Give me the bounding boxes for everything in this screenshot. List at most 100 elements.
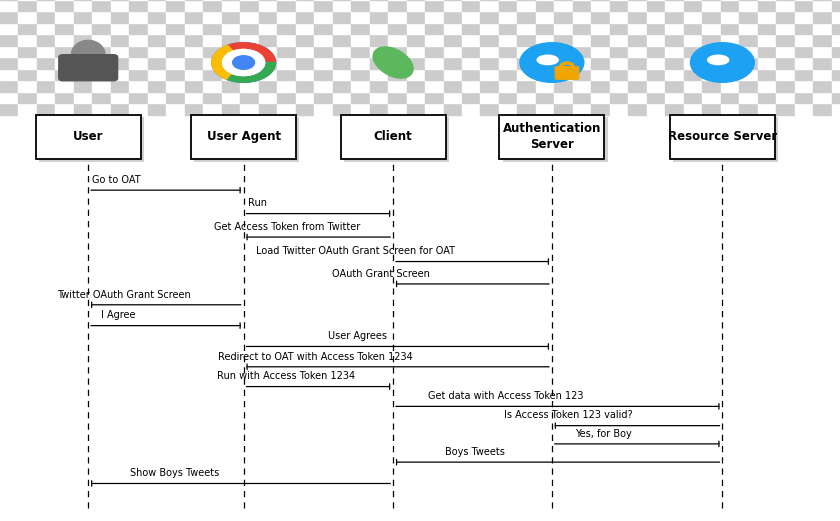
Bar xyxy=(832,103,840,115)
Bar xyxy=(776,11,795,23)
Bar xyxy=(665,34,684,46)
Bar xyxy=(92,11,111,23)
Bar xyxy=(721,69,739,80)
Bar xyxy=(610,34,628,46)
Bar xyxy=(148,69,166,80)
Bar xyxy=(166,80,185,92)
Bar xyxy=(277,69,296,80)
Bar xyxy=(795,11,813,23)
Bar xyxy=(314,80,333,92)
Bar xyxy=(55,11,74,23)
Bar xyxy=(665,69,684,80)
Bar xyxy=(111,92,129,103)
Bar xyxy=(554,34,573,46)
Bar xyxy=(665,103,684,115)
Bar xyxy=(739,0,758,11)
Bar xyxy=(148,0,166,11)
Bar xyxy=(739,80,758,92)
Ellipse shape xyxy=(71,41,105,69)
Bar xyxy=(18,69,37,80)
Bar xyxy=(259,103,277,115)
Bar xyxy=(370,57,388,69)
Bar xyxy=(148,80,166,92)
Bar xyxy=(111,69,129,80)
Bar xyxy=(684,11,702,23)
Bar xyxy=(185,103,203,115)
Bar xyxy=(610,23,628,34)
Bar xyxy=(813,57,832,69)
Bar xyxy=(388,103,407,115)
Bar xyxy=(739,34,758,46)
Bar xyxy=(74,11,92,23)
Bar xyxy=(813,69,832,80)
Bar xyxy=(148,23,166,34)
Bar xyxy=(314,92,333,103)
Bar xyxy=(702,92,721,103)
Bar xyxy=(739,69,758,80)
Bar xyxy=(92,34,111,46)
Bar xyxy=(444,57,462,69)
Bar xyxy=(480,46,499,57)
Bar xyxy=(444,92,462,103)
Bar xyxy=(480,92,499,103)
Wedge shape xyxy=(228,43,276,63)
Bar xyxy=(628,80,647,92)
Bar xyxy=(111,0,129,11)
Bar xyxy=(665,0,684,11)
Bar xyxy=(684,80,702,92)
Bar xyxy=(18,103,37,115)
Bar xyxy=(610,46,628,57)
Bar xyxy=(684,103,702,115)
Bar xyxy=(314,11,333,23)
Bar xyxy=(702,69,721,80)
Bar xyxy=(610,92,628,103)
Bar xyxy=(517,92,536,103)
Bar xyxy=(628,34,647,46)
Bar xyxy=(813,0,832,11)
Bar xyxy=(222,80,240,92)
Bar xyxy=(55,103,74,115)
Bar xyxy=(203,57,222,69)
Circle shape xyxy=(223,49,265,76)
Bar xyxy=(721,11,739,23)
Bar xyxy=(37,46,55,57)
Wedge shape xyxy=(228,63,276,82)
Bar xyxy=(517,23,536,34)
Bar xyxy=(499,115,605,159)
Bar xyxy=(758,23,776,34)
Text: Get Access Token from Twitter: Get Access Token from Twitter xyxy=(214,222,360,232)
Bar xyxy=(185,69,203,80)
Bar xyxy=(74,103,92,115)
Bar xyxy=(341,115,445,159)
Bar xyxy=(795,69,813,80)
Bar xyxy=(277,0,296,11)
Bar xyxy=(554,23,573,34)
Bar xyxy=(185,46,203,57)
Bar xyxy=(0,46,18,57)
Bar xyxy=(388,11,407,23)
Bar xyxy=(74,80,92,92)
Bar xyxy=(92,23,111,34)
Bar xyxy=(37,34,55,46)
Bar xyxy=(832,11,840,23)
Bar xyxy=(739,57,758,69)
Bar xyxy=(832,46,840,57)
Bar xyxy=(425,0,444,11)
Bar xyxy=(462,103,480,115)
Bar xyxy=(721,80,739,92)
Bar xyxy=(388,57,407,69)
Bar xyxy=(517,34,536,46)
Bar xyxy=(92,0,111,11)
Bar xyxy=(758,57,776,69)
Bar xyxy=(499,80,517,92)
Bar xyxy=(222,46,240,57)
Bar xyxy=(37,80,55,92)
Bar xyxy=(129,46,148,57)
Bar xyxy=(425,57,444,69)
Bar xyxy=(351,23,370,34)
Bar xyxy=(832,69,840,80)
Bar xyxy=(92,46,111,57)
Bar xyxy=(55,80,74,92)
Bar xyxy=(832,0,840,11)
Bar xyxy=(203,92,222,103)
